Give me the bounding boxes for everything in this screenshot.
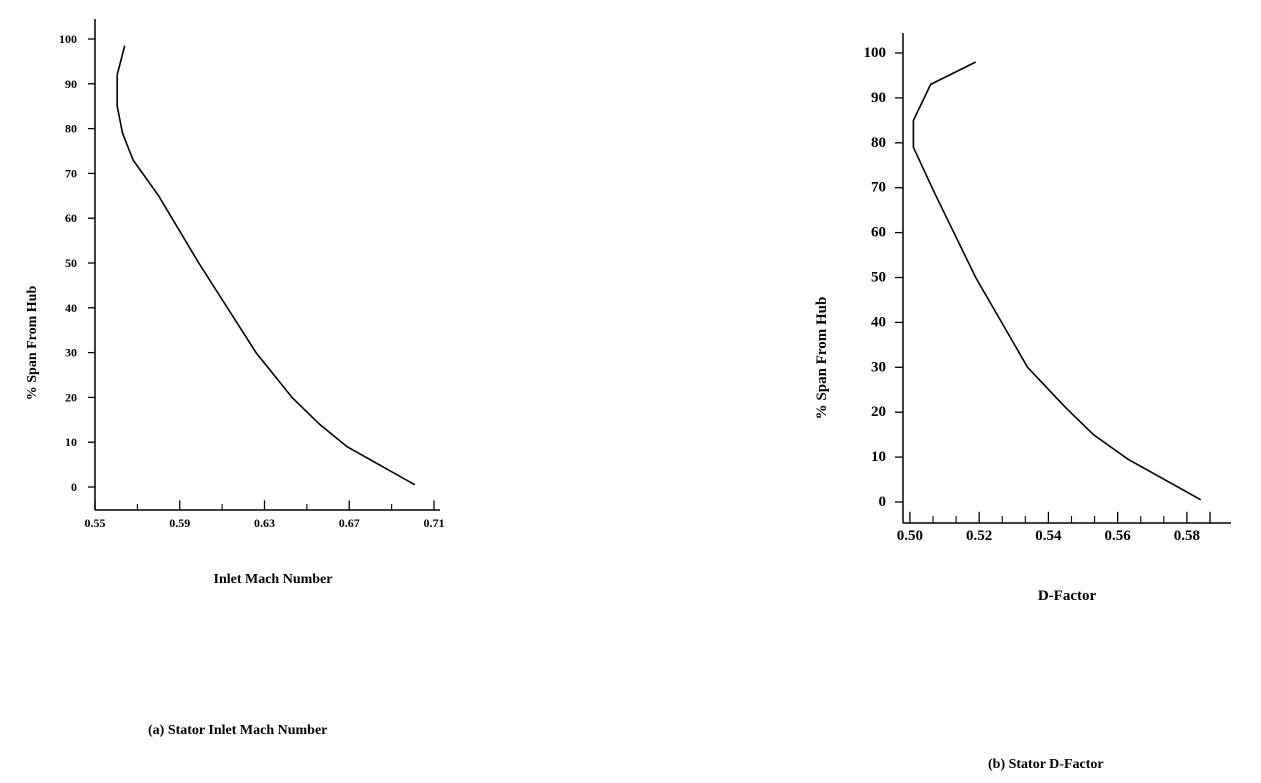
x-axis-label: D-Factor xyxy=(1038,588,1097,604)
x-tick-label: 0.50 xyxy=(897,528,923,544)
caption-a: (a) Stator Inlet Mach Number xyxy=(148,723,328,738)
y-tick-label: 90 xyxy=(65,77,77,91)
x-tick-label: 0.56 xyxy=(1105,528,1132,544)
y-tick-label: 20 xyxy=(871,404,886,420)
y-tick-label: 100 xyxy=(864,45,887,61)
y-tick-label: 30 xyxy=(65,346,77,360)
y-tick-label: 80 xyxy=(65,122,77,136)
y-tick-label: 60 xyxy=(871,225,886,241)
chart-b: 0 10 20 30 40 50 60 70 80 90 100 0.50 0.52 0.54 0.56 0.… xyxy=(814,33,1231,604)
x-tick-label: 0.54 xyxy=(1035,528,1062,544)
y-tick-label: 50 xyxy=(65,256,77,270)
y-axis-label: % Span From Hub xyxy=(25,286,40,401)
y-tick-label: 90 xyxy=(871,90,886,106)
series-line xyxy=(912,61,1202,501)
x-tick-label: 0.67 xyxy=(339,516,360,530)
y-tick-label: 0 xyxy=(879,494,887,510)
y-tick-label: 100 xyxy=(59,32,77,46)
chart-a: 0 10 20 30 40 50 60 70 80 90 100 0.55 0.59 0.63 0.67 0.… xyxy=(25,19,445,587)
x-tick-label: 0.59 xyxy=(169,516,190,530)
x-tick-label: 0.52 xyxy=(966,528,992,544)
y-tick-label: 70 xyxy=(871,180,886,196)
y-tick-label: 40 xyxy=(871,314,886,330)
caption-b: (b) Stator D-Factor xyxy=(988,757,1104,772)
y-tick-label: 10 xyxy=(65,435,77,449)
y-axis-label: % Span From Hub xyxy=(814,297,830,420)
x-tick-label: 0.63 xyxy=(254,516,275,530)
y-tick-label: 40 xyxy=(65,301,77,315)
x-tick-label: 0.71 xyxy=(424,516,445,530)
y-tick-label: 50 xyxy=(871,270,886,286)
y-tick-label: 60 xyxy=(65,211,77,225)
y-tick-label: 70 xyxy=(65,166,77,180)
y-tick-label: 80 xyxy=(871,135,886,151)
x-axis-label: Inlet Mach Number xyxy=(214,572,333,587)
y-tick-label: 0 xyxy=(71,480,77,494)
y-tick-label: 20 xyxy=(65,390,77,404)
x-tick-label: 0.58 xyxy=(1174,528,1200,544)
y-tick-label: 30 xyxy=(871,359,886,375)
series-line xyxy=(116,45,416,486)
x-tick-label: 0.55 xyxy=(85,516,106,530)
y-tick-label: 10 xyxy=(871,449,886,465)
